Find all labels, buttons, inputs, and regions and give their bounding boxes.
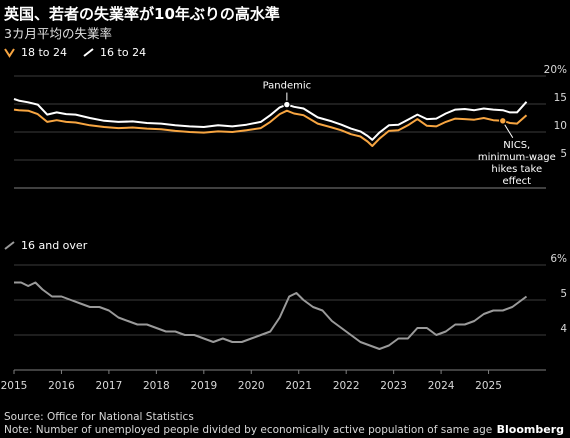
x-tick-label-2019: 2019 [190,380,217,392]
y-tick-label-p0-1: 15 [554,92,567,104]
x-tick-label-2021: 2021 [285,380,312,392]
legend-label-18-to-24: 18 to 24 [21,46,68,59]
x-tick-label-2023: 2023 [380,380,407,392]
x-tick-label-2017: 2017 [96,380,123,392]
x-tick-label-2020: 2020 [238,380,265,392]
x-tick-label-2024: 2024 [428,380,455,392]
x-tick-label-2022: 2022 [333,380,360,392]
y-tick-label-p1-0: 6% [550,253,567,265]
annotation-label-1: NICS, minimum-wage hikes take effect [478,140,556,187]
legend-bottom: 16 and over [4,239,103,252]
legend-swatch-16-and-over [4,240,15,251]
series-line-p0-0 [13,108,528,147]
legend-item-16-and-over: 16 and over [4,239,87,252]
series-line-p0-1 [13,98,528,141]
legend-item-18-to-24: 18 to 24 [4,46,67,59]
y-tick-label-p1-2: 4 [560,323,567,335]
annotation-marker-1 [499,117,507,125]
y-tick-label-p0-3: 5 [560,148,567,160]
footnote: Note: Number of unemployed people divide… [4,424,493,436]
legend-swatch-16-to-24 [83,47,94,58]
legend-label-16-and-over: 16 and over [21,239,88,252]
y-tick-label-p1-1: 5 [560,288,567,300]
legend-swatch-18-to-24 [4,47,15,58]
source-note: Source: Office for National Statistics [4,411,194,423]
x-tick-label-2015: 2015 [1,380,28,392]
x-tick-label-2016: 2016 [48,380,75,392]
annotation-marker-0 [283,100,291,109]
bloomberg-logo: Bloomberg [496,423,564,436]
legend-label-16-to-24: 16 to 24 [100,46,147,59]
annotation-label-0: Pandemic [263,81,312,92]
y-tick-label-p0-0: 20% [544,64,567,76]
series-line-p1-0 [14,281,528,350]
legend-top: 18 to 24 16 to 24 [4,46,162,59]
annotation-leader-1 [504,124,514,139]
legend-item-16-to-24: 16 to 24 [83,46,146,59]
y-tick-label-p0-2: 10 [554,120,567,132]
chart-subtitle: 3カ月平均の失業率 [4,26,112,41]
chart-title: 英国、若者の失業率が10年ぶりの高水準 [4,5,280,23]
x-tick-label-2018: 2018 [143,380,170,392]
x-tick-label-2025: 2025 [475,380,502,392]
